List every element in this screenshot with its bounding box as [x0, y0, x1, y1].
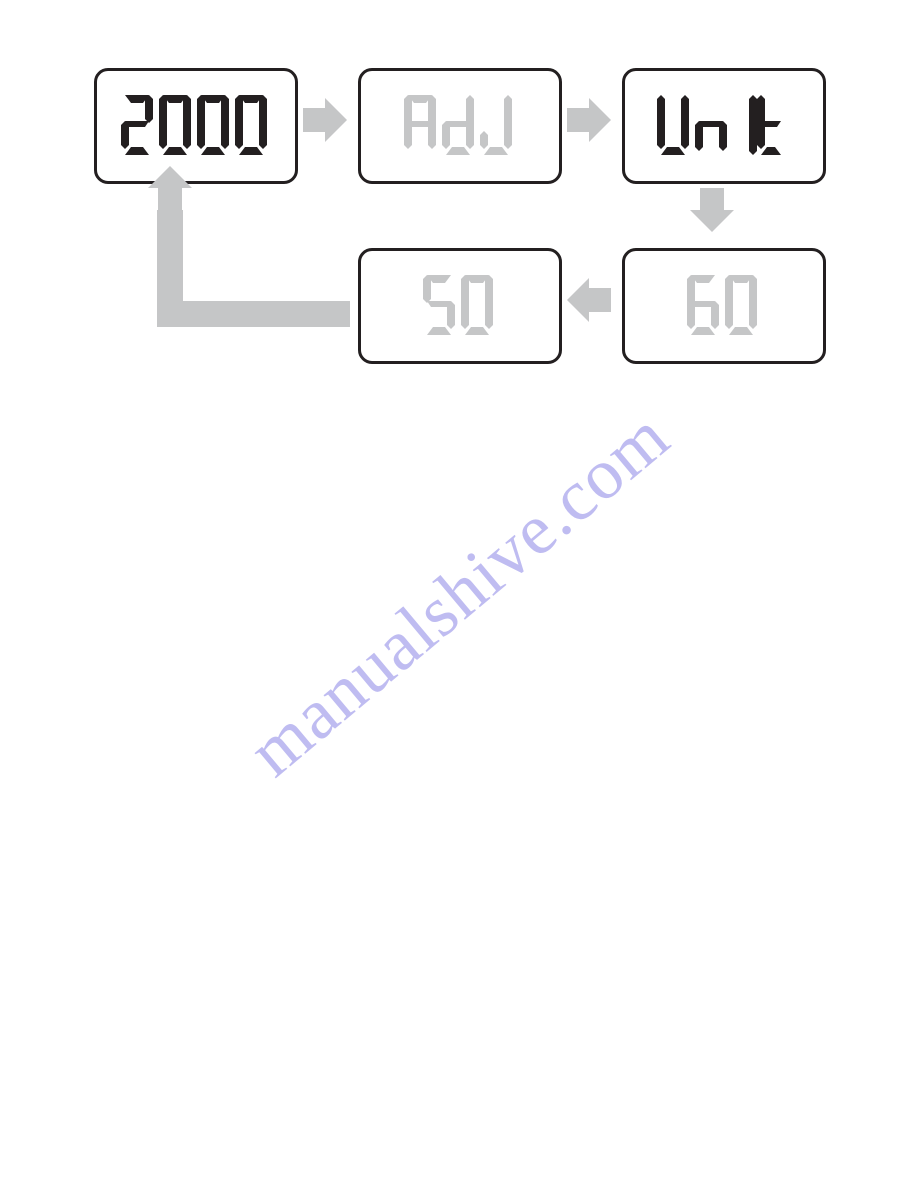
watermark-text: manualshive.com [233, 395, 685, 793]
diagram-canvas: manualshive.com [0, 0, 918, 1188]
arrow-50-to-2000 [0, 0, 918, 400]
